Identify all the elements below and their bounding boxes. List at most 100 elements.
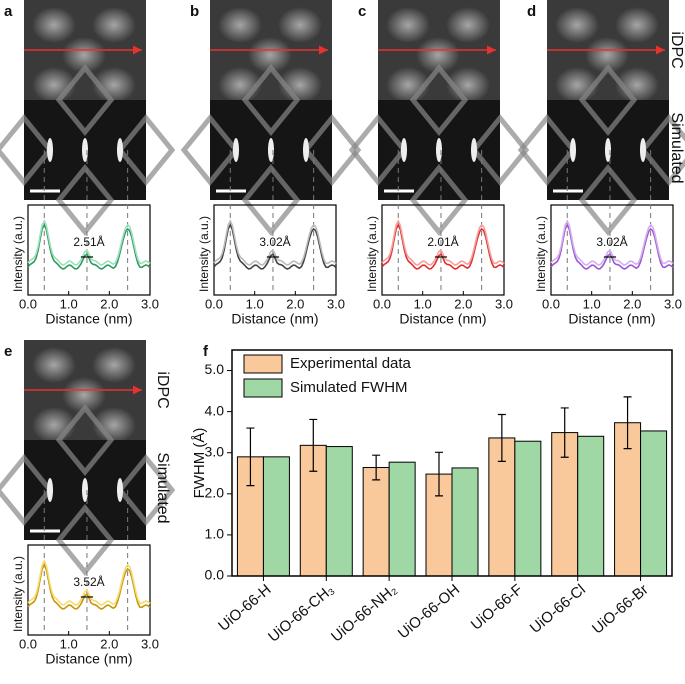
simulated-diamond [55,164,115,236]
simulated-diamond [302,114,362,186]
simulated-diamond [55,64,115,136]
simulated-column [605,138,611,162]
x-tick-label: 1.0 [246,296,264,311]
simulated-diamond [578,64,638,136]
simulated-column [82,138,88,162]
simulated-diamond [55,404,115,476]
idpc-blob [92,347,136,383]
simulated-diamond [517,114,577,186]
simulated-diamond [409,164,469,236]
y-tick-label: 1.0 [205,526,225,542]
x-tick-label: 1.0 [414,296,432,311]
legend-swatch [243,354,283,374]
idpc-blob [62,37,106,73]
x-tick-label: 0.0 [205,296,223,311]
profile-frame [381,204,505,296]
bar [640,430,668,577]
legend-swatch [243,378,283,398]
fwhm-annotation: 2.51Å [73,234,104,249]
error-bar [246,427,255,487]
y-tick-label: 2.0 [205,485,225,501]
fwhm-annotation: 3.52Å [73,574,104,589]
simulated-column [117,138,123,162]
idpc-blob [248,37,292,73]
bar [388,461,416,577]
simulated-diamond [409,64,469,136]
legend-label: Simulated FWHM [290,379,408,396]
profile-curve [550,219,674,266]
simulated-column [47,138,53,162]
simulated-diamond [0,114,54,186]
idpc-blob [62,377,106,413]
x-tick-label: 3.0 [141,296,159,311]
simulated-diamond [470,114,530,186]
bar [514,440,542,577]
fwhm-annotation: 3.02Å [259,234,290,249]
y-tick-label: 0.0 [205,567,225,583]
x-tick-label: 3.0 [495,296,513,311]
panel-label: f [203,343,209,360]
x-tick-label: 2.0 [623,296,641,311]
idpc-blob [32,7,76,43]
simulated-column [233,138,239,162]
error-bar [435,451,443,497]
x-tick-label: 0.0 [19,296,37,311]
x-tick-label: 1.0 [60,296,78,311]
x-tick-label: UiO-66-H [215,581,274,635]
idpc-blob [92,7,136,43]
simulated-column [471,138,477,162]
panel-label: e [4,343,12,360]
idpc-blob [555,7,599,43]
y-axis-label: Intensity (a.u.) [11,216,25,292]
panel-label: c [358,3,366,20]
x-tick-label: UiO-66-Br [589,581,652,637]
error-bar [497,413,506,462]
image-label: iDPC [154,371,171,408]
x-tick-label: 2.0 [100,296,118,311]
profile-curve [381,219,505,266]
y-axis-label: Intensity (a.u.) [534,216,548,292]
panel-label: d [527,3,536,20]
simulated-column [303,138,309,162]
simulated-diamond [180,114,240,186]
idpc-blob [446,7,490,43]
simulated-diamond [116,454,176,526]
simulated-column [117,478,123,502]
fwhm-annotation: 3.02Å [596,234,627,249]
bar [362,467,390,577]
panel-label: b [190,3,199,20]
y-tick-label: 5.0 [205,361,225,377]
simulated-column [640,138,646,162]
x-tick-label: 2.0 [286,296,304,311]
idpc-blob [218,7,262,43]
simulated-column [401,138,407,162]
x-tick-label: 2.0 [454,296,472,311]
simulated-column [436,138,442,162]
idpc-blob [278,7,322,43]
simulated-column [47,478,53,502]
y-axis-label: FWHM (Å) [191,428,208,499]
image-label: iDPC [668,31,685,68]
x-tick-label: 3.0 [327,296,345,311]
x-axis-label: Distance (nm) [231,311,318,327]
simulated-column [82,478,88,502]
idpc-blob [386,7,430,43]
x-axis-label: Distance (nm) [399,311,486,327]
profile-curve [27,219,151,266]
x-tick-label: 1.0 [583,296,601,311]
y-tick-label: 4.0 [205,402,225,418]
x-tick-label: UiO-66-OH [395,581,463,642]
simulated-diamond [578,164,638,236]
x-tick-label: 0.0 [19,636,37,651]
simulated-diamond [241,64,301,136]
bar [262,456,290,577]
bar [325,446,353,577]
x-axis-label: Distance (nm) [45,311,132,327]
fwhm-annotation: 2.01Å [427,234,458,249]
image-label: Simulated [154,452,171,523]
error-bar [560,407,569,458]
error-bar [372,454,381,481]
bar [451,467,479,577]
idpc-blob [416,37,460,73]
x-tick-label: 0.0 [542,296,560,311]
